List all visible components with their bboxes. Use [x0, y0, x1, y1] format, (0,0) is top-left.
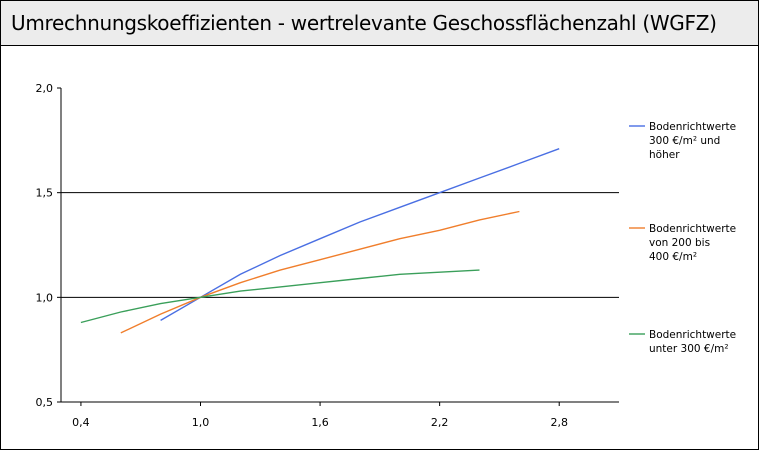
legend-label-1: 300 €/m² und	[649, 135, 720, 147]
legend-label-3: Bodenrichtwerte	[649, 329, 736, 341]
x-tick-label: 1,6	[311, 416, 329, 429]
x-tick-label: 2,2	[431, 416, 449, 429]
legend-label-2: Bodenrichtwerte	[649, 223, 736, 235]
series-line-3	[80, 269, 480, 324]
y-tick-label: 2,0	[36, 82, 54, 95]
x-tick-label: 1,0	[192, 416, 210, 429]
series-line-1	[160, 148, 560, 322]
chart-title-bar: Umrechnungskoeffizienten - wertrelevante…	[1, 1, 758, 46]
legend-label-1: Bodenrichtwerte	[649, 121, 736, 133]
legend-label-3: unter 300 €/m²	[649, 343, 729, 355]
y-tick-label: 1,0	[36, 291, 54, 304]
legend-label-2: von 200 bis	[649, 237, 710, 249]
legend-label-1: höher	[649, 149, 680, 161]
series-line-2	[120, 210, 520, 334]
line-chart: 2,0 1,5 1,0 0,5 0,4 1,0 1,6 2,2 2,8 Bodenrichtwer…	[36, 82, 737, 429]
legend-label-2: 400 €/m²	[649, 251, 697, 263]
chart-title: Umrechnungskoeffizienten - wertrelevante…	[11, 11, 717, 35]
y-tick-label: 0,5	[36, 396, 54, 409]
x-tick-label: 2,8	[550, 416, 568, 429]
y-tick-label: 1,5	[36, 187, 54, 200]
x-tick-label: 0,4	[72, 416, 90, 429]
